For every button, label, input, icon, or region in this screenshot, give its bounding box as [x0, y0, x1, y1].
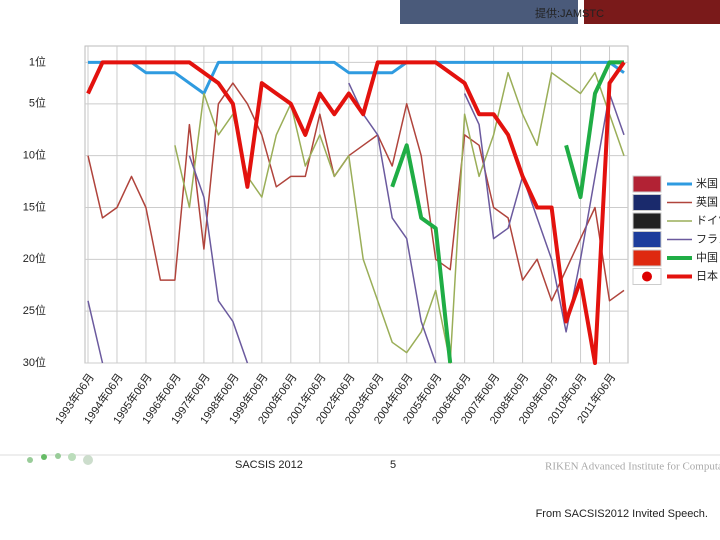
flag	[632, 175, 662, 193]
legend-label: 中国	[696, 251, 718, 264]
plot-area	[84, 45, 629, 364]
legend-label: 英国	[696, 194, 718, 208]
flag-sun	[642, 271, 652, 282]
y-tick-label: 10位	[23, 148, 46, 162]
footer-event: SACSIS 2012	[235, 459, 303, 471]
logo-dot	[55, 453, 61, 459]
legend-label: フランス	[696, 233, 720, 245]
logo-dot	[27, 457, 33, 463]
legend-label: 米国	[696, 177, 718, 190]
photo	[400, 0, 578, 24]
flag	[632, 194, 662, 211]
logo-dot	[83, 455, 93, 465]
flag	[632, 231, 662, 248]
y-tick-label: 30位	[23, 355, 46, 369]
y-tick-label: 20位	[23, 251, 46, 265]
legend-label: 日本	[696, 268, 718, 282]
legend-label: ドイツ	[696, 215, 720, 227]
flag	[632, 212, 662, 230]
photo	[584, 0, 720, 24]
logo-dot	[41, 454, 47, 460]
y-tick-label: 25位	[23, 303, 46, 317]
logo-dot	[68, 453, 76, 461]
series-line	[87, 82, 625, 364]
series-line	[87, 82, 625, 302]
footer-org: RIKEN Advanced Institute for Computation…	[545, 461, 720, 473]
series-line	[86, 60, 626, 365]
series-line	[88, 60, 625, 95]
y-tick-label: 1位	[29, 54, 46, 68]
y-tick-label: 5位	[29, 96, 46, 110]
flags	[632, 175, 662, 285]
series-line	[390, 60, 624, 364]
flag	[632, 249, 662, 267]
page-number: 5	[390, 459, 396, 471]
y-tick-label: 15位	[23, 199, 46, 213]
credit: 提供:JAMSTC	[535, 6, 604, 20]
caption: From SACSIS2012 Invited Speech.	[536, 508, 708, 520]
